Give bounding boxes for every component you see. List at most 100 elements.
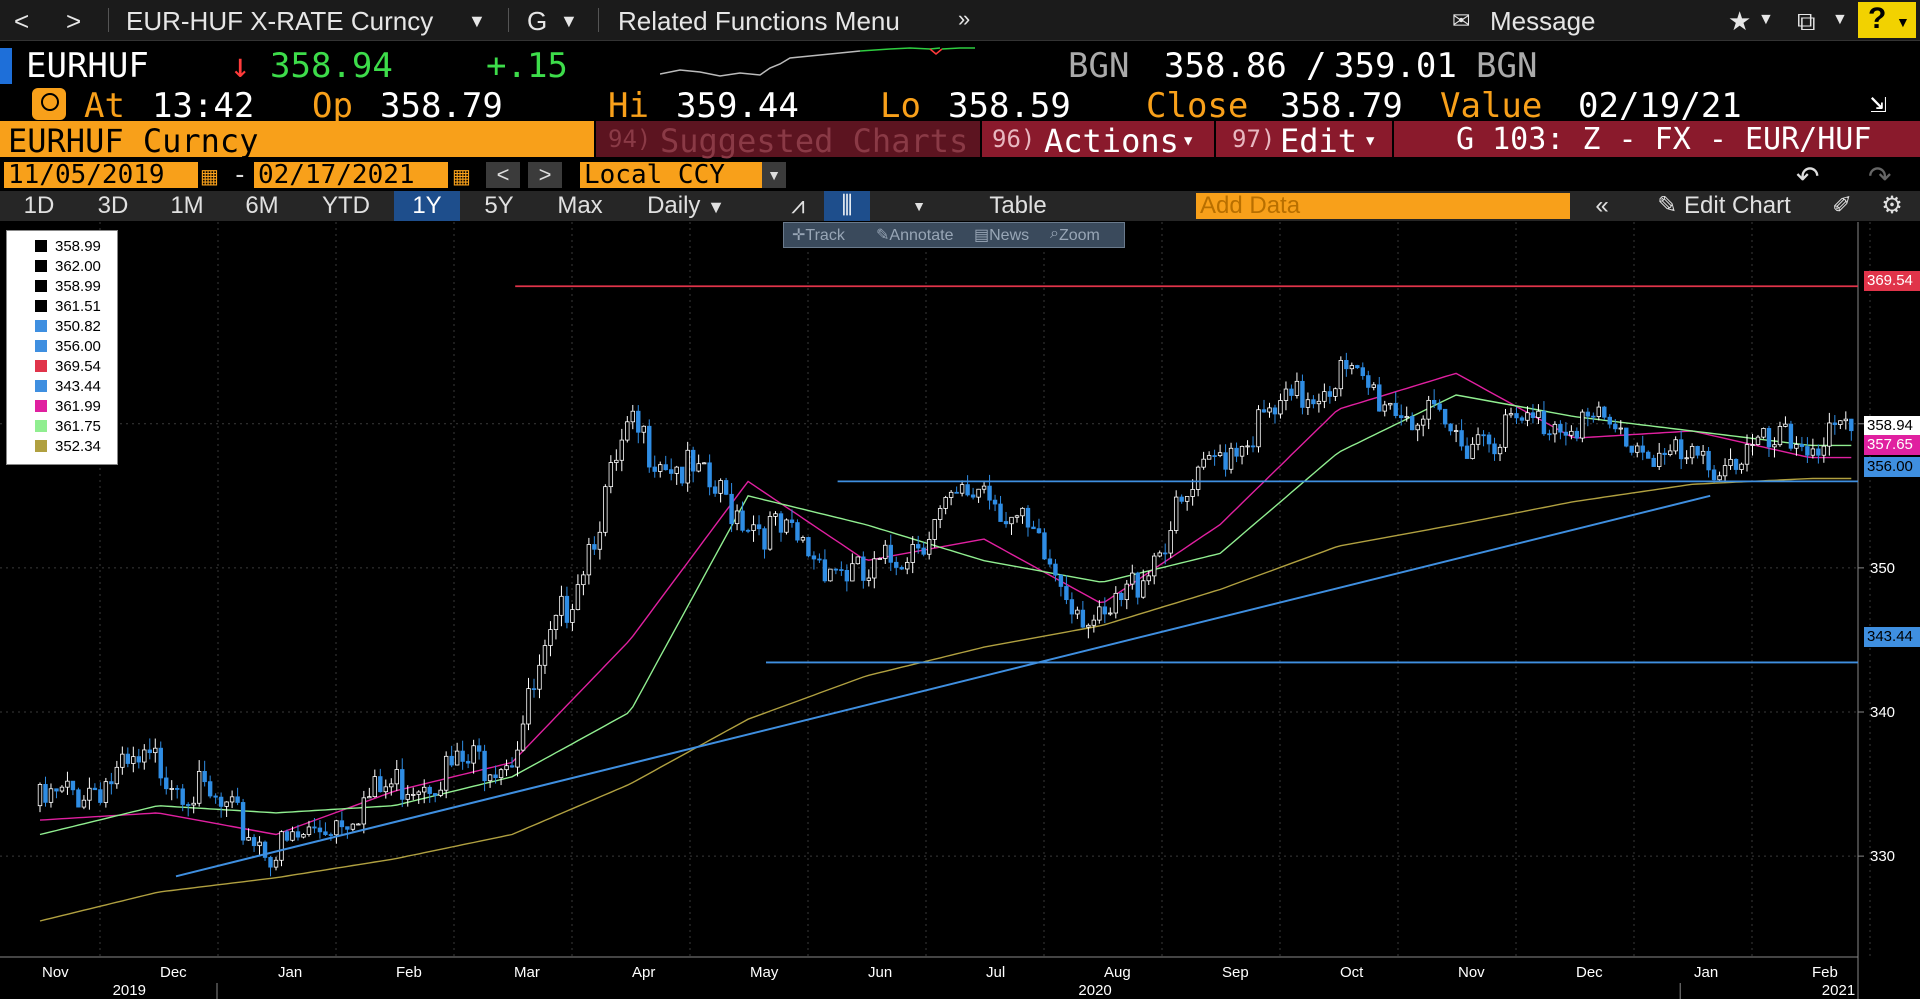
chevron-down-icon[interactable]: ▼ (560, 11, 578, 31)
candle-body (65, 780, 70, 788)
track-tool[interactable]: ✛ Track (792, 227, 845, 244)
candle-body (822, 559, 828, 582)
candle-body (1168, 530, 1173, 554)
candlestick-icon[interactable]: ⫼ (824, 191, 870, 221)
candle-body (921, 547, 926, 555)
candle-body (142, 749, 147, 763)
annotate-label: Annotate (889, 227, 954, 244)
end-date-input[interactable]: 02/17/2021 (254, 162, 448, 188)
related-functions-menu[interactable]: Related Functions Menu (618, 6, 900, 36)
edit-chart-label: Edit Chart (1684, 192, 1791, 219)
chart-legend[interactable]: 358.99 362.00 358.99 361.51 350.82 356.00 369.… (6, 230, 118, 465)
function-menu[interactable]: G (527, 6, 548, 36)
candle-body (1053, 563, 1058, 576)
frequency-select[interactable]: Daily ▼ (626, 191, 746, 221)
candle-body (723, 480, 729, 495)
chevron-down-icon[interactable]: ▼ (912, 198, 926, 214)
candle-body (1508, 413, 1514, 416)
candle-body (1695, 445, 1700, 456)
time-value: 13:42 (152, 86, 255, 126)
candle-body (1371, 384, 1376, 388)
candle-body (295, 831, 301, 838)
zoom-tool[interactable]: ⌕ Zoom (1050, 225, 1100, 244)
line-chart-icon[interactable]: ⩘ (791, 192, 805, 219)
candle-body (1333, 388, 1338, 397)
actions-button[interactable]: 96) Actions ▼ (982, 121, 1214, 160)
legend-value: 343.44 (55, 378, 101, 395)
security-menu[interactable]: EUR-HUF X-RATE Curncy (126, 6, 434, 36)
start-date-input[interactable]: 11/05/2019 (4, 162, 198, 188)
candle-body (1646, 451, 1651, 459)
calendar-icon[interactable]: ▦ (452, 166, 471, 188)
suggested-charts-button[interactable]: 94) Suggested Charts (596, 121, 980, 160)
news-tool[interactable]: ▤ News (974, 227, 1030, 244)
chevron-down-icon: ▼ (707, 197, 725, 217)
candle-body (553, 614, 559, 631)
x-tick-label: Feb (396, 964, 422, 981)
x-tick-label: Jul (986, 964, 1005, 981)
candle-body (767, 516, 773, 550)
edit-box-icon[interactable]: ✐ (1831, 192, 1853, 219)
currency-select[interactable]: Local CCY (580, 162, 762, 188)
back-button[interactable]: < (14, 6, 30, 36)
redo-icon[interactable]: ↷ (1868, 161, 1892, 192)
candle-body (597, 531, 603, 550)
tab-ytd[interactable]: YTD (322, 192, 370, 219)
candle-body (1788, 423, 1794, 449)
candle-body (1355, 365, 1360, 369)
gear-icon[interactable]: ⚙ (1881, 192, 1903, 219)
year-label: 2021 (1822, 982, 1855, 999)
prev-period-button[interactable]: < (486, 162, 520, 188)
star-icon[interactable]: ★ (1728, 6, 1752, 36)
candle-body (1700, 450, 1706, 456)
edit-chart-button[interactable]: ✎ Edit Chart (1634, 191, 1814, 221)
candle-body (1097, 606, 1102, 621)
bid-source: BGN (1068, 46, 1130, 86)
table-button[interactable]: Table (989, 192, 1047, 219)
candle-body (1141, 580, 1146, 598)
tab-5y[interactable]: 5Y (484, 192, 514, 219)
security-field[interactable]: EURHUF Curncy (0, 121, 594, 160)
candle-body (1558, 423, 1563, 433)
envelope-icon[interactable]: ✉ (1452, 8, 1471, 33)
add-data-input[interactable]: Add Data (1196, 193, 1570, 219)
tab-3d[interactable]: 3D (97, 192, 129, 219)
candle-body (1613, 423, 1618, 430)
chart-canvas[interactable]: 330340350360NovDecJanFebMarAprMayJunJulA… (0, 222, 1920, 999)
undo-icon[interactable]: ↶ (1796, 161, 1820, 192)
annotate-tool[interactable]: ✎ Annotate (876, 227, 954, 244)
tab-6m[interactable]: 6M (245, 192, 279, 219)
calendar-icon[interactable]: ▦ (200, 166, 219, 188)
tab-1m[interactable]: 1M (170, 192, 204, 219)
candle-body (131, 756, 136, 764)
close-label: Close (1146, 86, 1249, 126)
candle-body (164, 777, 169, 790)
tab-1d[interactable]: 1D (23, 192, 55, 219)
candle-body (1135, 572, 1140, 598)
open-value: 358.79 (380, 86, 503, 126)
help-button[interactable]: ? ▼ (1858, 2, 1916, 38)
candle-body (257, 841, 262, 847)
chevron-down-icon[interactable]: ▼ (762, 162, 786, 188)
trendline (175, 494, 1711, 878)
window-icon[interactable]: ⧉ (1797, 6, 1816, 36)
chart-id-field[interactable]: G 103: Z - FX - EUR/HUF (1394, 121, 1920, 157)
forward-button[interactable]: > (66, 6, 82, 36)
tab-1y[interactable]: 1Y (394, 191, 460, 221)
tab-max[interactable]: Max (557, 192, 603, 219)
collapse-icon[interactable]: « (1595, 192, 1609, 219)
message-button[interactable]: Message (1490, 6, 1596, 36)
candle-body (559, 595, 564, 616)
edit-button[interactable]: 97) Edit ▼ (1216, 121, 1392, 160)
chevron-down-icon[interactable]: ▼ (1758, 11, 1774, 28)
candle-body (1678, 439, 1684, 460)
next-period-button[interactable]: > (528, 162, 562, 188)
export-icon[interactable]: ⇲ (1870, 86, 1887, 119)
candle-body (196, 771, 202, 804)
candle-body (1300, 380, 1305, 408)
chevron-down-icon[interactable]: ▼ (468, 11, 486, 31)
double-chevron-down-icon[interactable]: » (958, 6, 971, 31)
candle-body (1662, 452, 1667, 456)
candle-body (476, 745, 482, 752)
chevron-down-icon[interactable]: ▼ (1832, 11, 1848, 28)
